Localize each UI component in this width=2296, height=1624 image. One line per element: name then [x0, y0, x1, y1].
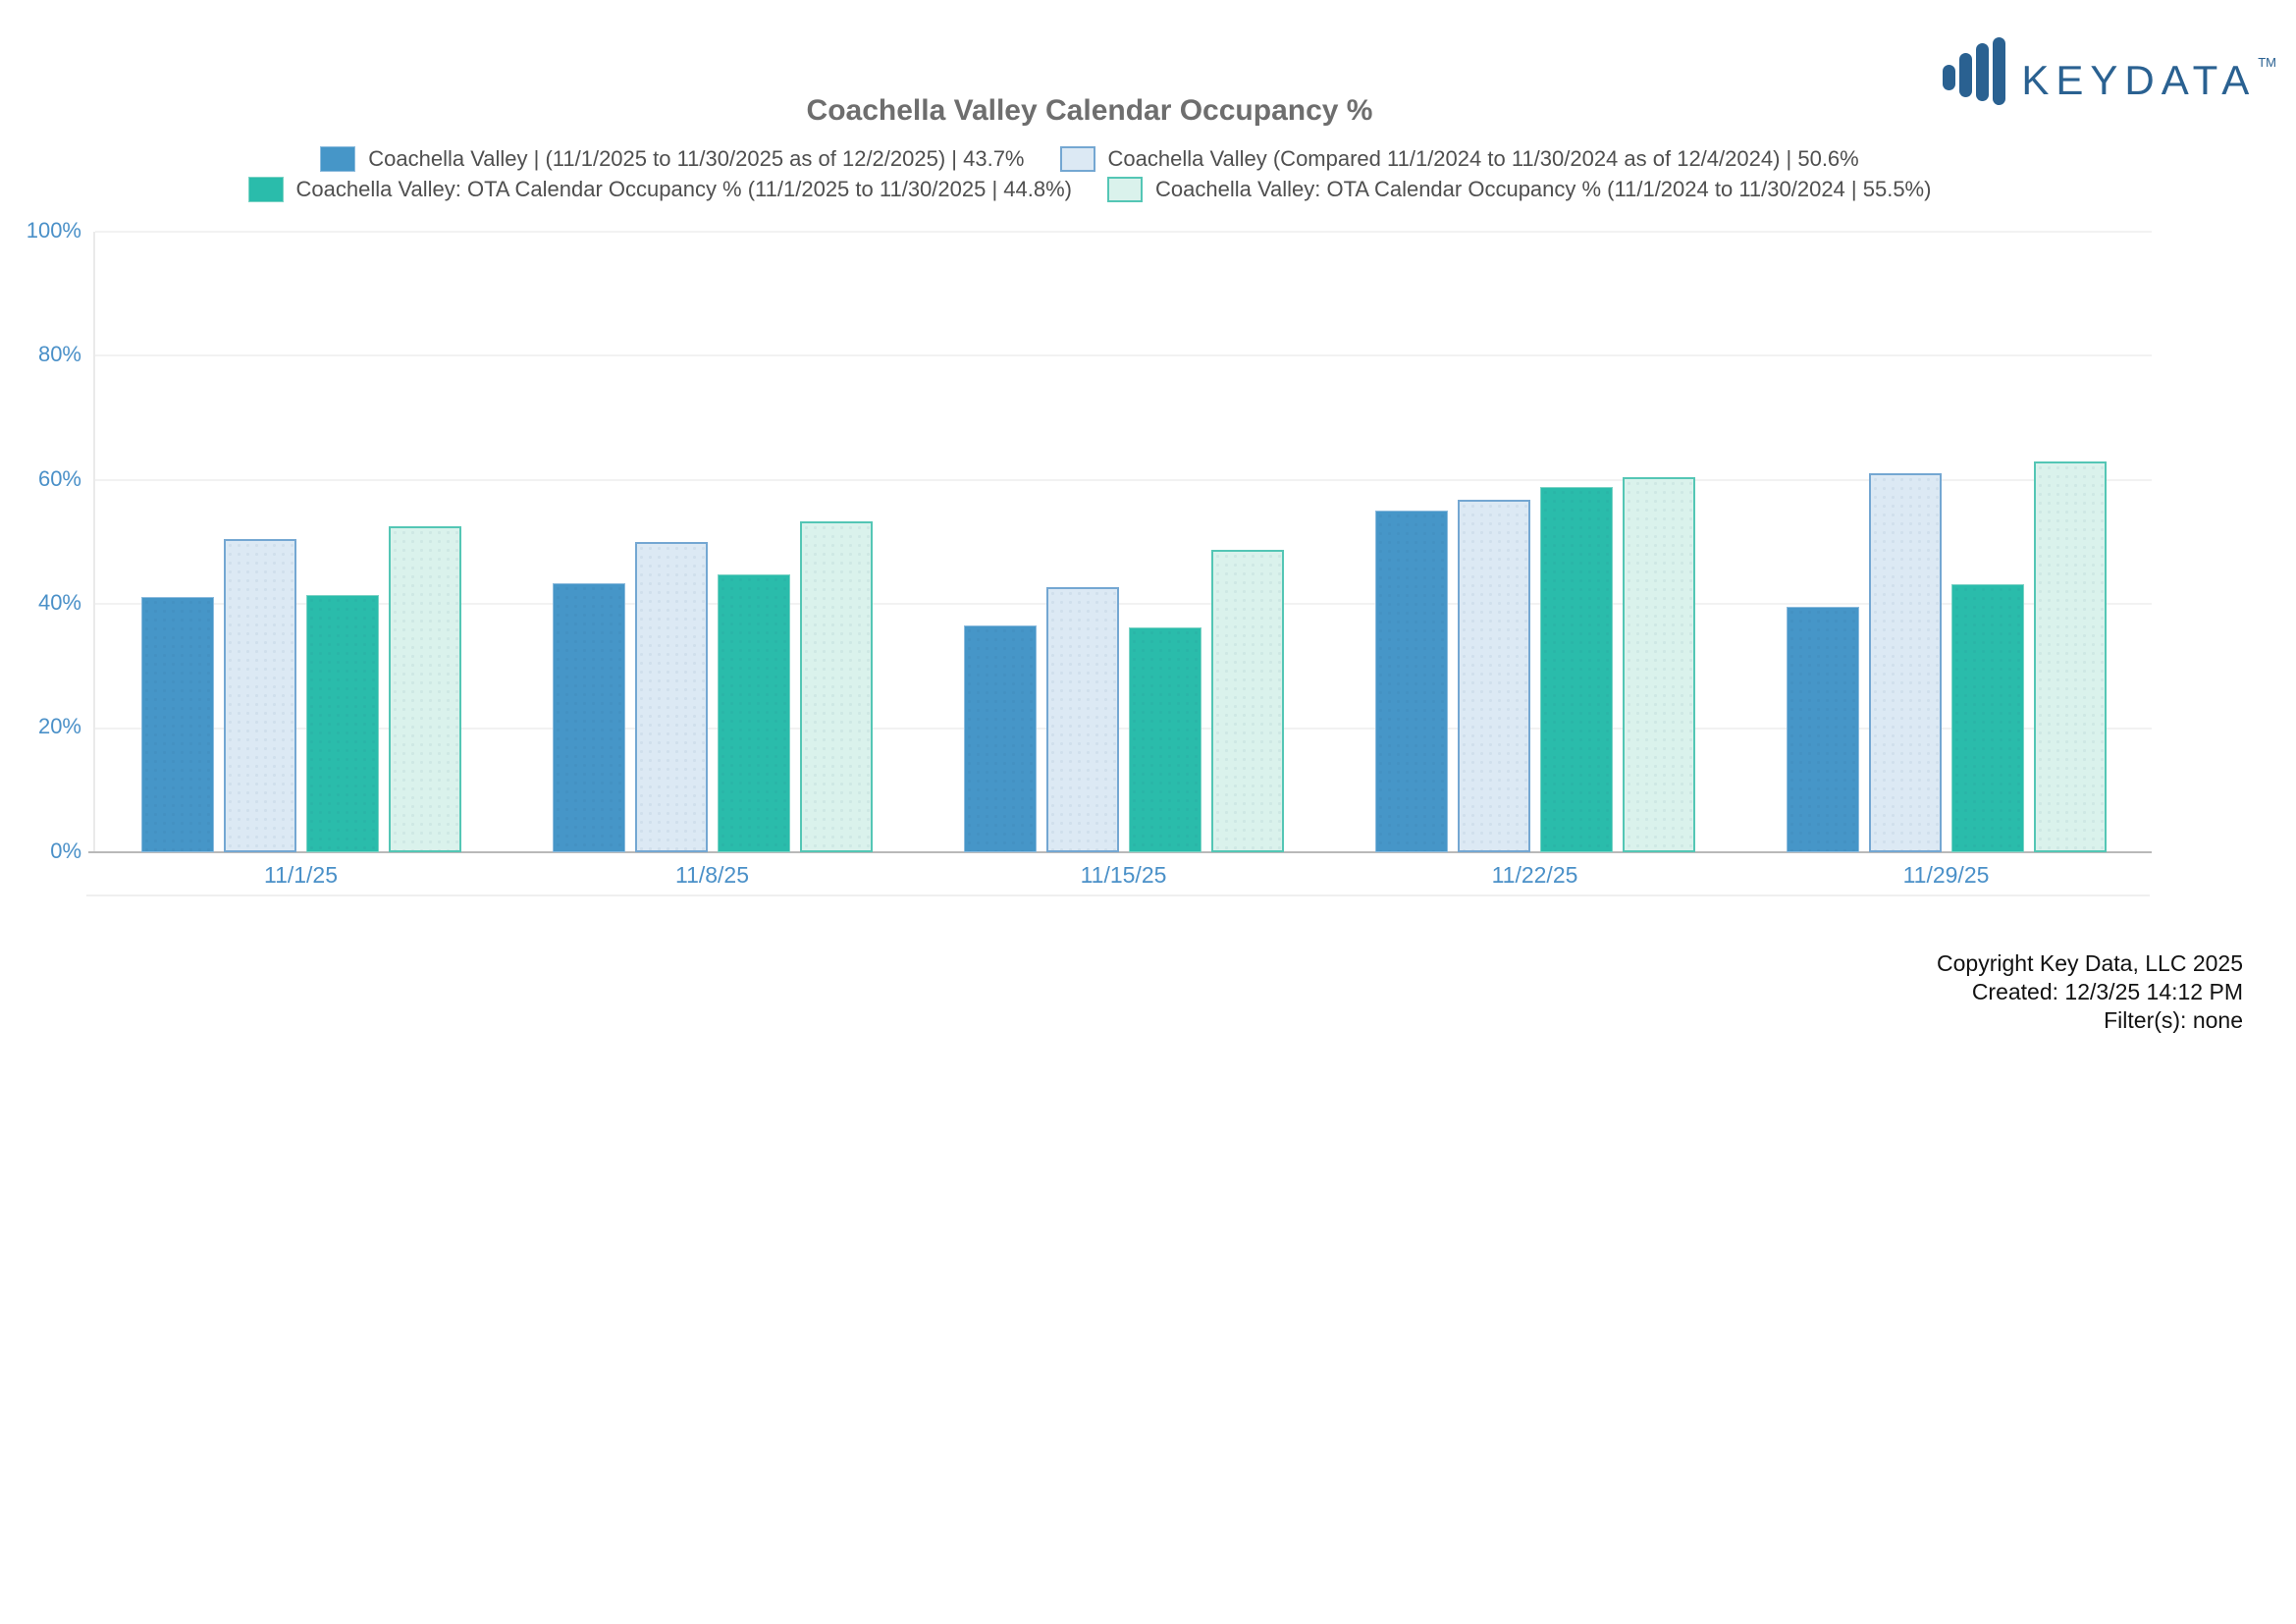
footer-separator-line — [86, 894, 2150, 896]
x-axis-label: 11/29/25 — [1902, 862, 1990, 888]
bar[interactable] — [1868, 472, 1942, 852]
legend-row: Coachella Valley: OTA Calendar Occupancy… — [247, 177, 1931, 202]
bar[interactable] — [1786, 607, 1859, 852]
chart-title: Coachella Valley Calendar Occupancy % — [806, 94, 1373, 127]
gridline — [95, 231, 2152, 233]
legend-swatch-icon — [320, 146, 356, 172]
legend-label: Coachella Valley (Compared 11/1/2024 to … — [1107, 146, 1859, 171]
bar[interactable] — [717, 573, 790, 852]
trademark-symbol: TM — [2258, 55, 2276, 70]
plot-area: 11/1/25 11/8/25 11/15/25 11/22/25 11/29/25 — [88, 231, 2152, 888]
logo-bar — [1993, 37, 2006, 105]
gridline — [95, 354, 2152, 356]
y-axis-tick: 100% — [26, 218, 81, 243]
gridline — [95, 603, 2152, 605]
logo-bar — [1943, 65, 1956, 90]
legend-item[interactable]: Coachella Valley: OTA Calendar Occupancy… — [247, 177, 1072, 202]
bar[interactable] — [1950, 583, 2024, 852]
legend-swatch-icon — [1059, 146, 1095, 172]
bar[interactable] — [223, 539, 296, 852]
legend-item[interactable]: Coachella Valley (Compared 11/1/2024 to … — [1059, 146, 1859, 172]
legend-item[interactable]: Coachella Valley | (11/1/2025 to 11/30/2… — [320, 146, 1025, 172]
bar-group — [507, 232, 918, 852]
copyright-text: Copyright Key Data, LLC 2025 — [1937, 950, 2243, 976]
bar-group — [95, 232, 507, 852]
bar-group — [1740, 232, 2152, 852]
bar[interactable] — [963, 625, 1037, 852]
x-axis-label: 11/8/25 — [674, 862, 750, 888]
report-footer: Copyright Key Data, LLC 2025 Created: 12… — [1937, 949, 2243, 1035]
bar[interactable] — [140, 596, 214, 852]
legend-label: Coachella Valley: OTA Calendar Occupancy… — [295, 177, 1072, 201]
bar[interactable] — [1374, 510, 1448, 852]
logo-bar — [1959, 53, 1973, 97]
bar[interactable] — [1045, 587, 1119, 852]
bar[interactable] — [305, 594, 379, 852]
logo-text: KEYDATA — [2021, 57, 2257, 103]
legend-item[interactable]: Coachella Valley: OTA Calendar Occupancy… — [1107, 177, 1931, 202]
bar[interactable] — [799, 521, 873, 852]
y-axis-tick: 80% — [37, 342, 81, 366]
bar[interactable] — [634, 542, 708, 852]
bar[interactable] — [1210, 550, 1284, 852]
bar[interactable] — [1539, 486, 1613, 852]
chart-legend: Coachella Valley | (11/1/2025 to 11/30/2… — [0, 146, 2179, 202]
bar[interactable] — [388, 526, 461, 852]
bar-chart-logo-icon — [1943, 37, 2006, 105]
bar[interactable] — [1128, 627, 1201, 852]
legend-label: Coachella Valley | (11/1/2025 to 11/30/2… — [368, 146, 1025, 171]
created-timestamp: Created: 12/3/25 14:12 PM — [1971, 979, 2243, 1004]
keydata-logo: KEYDATA TM — [1943, 22, 2276, 122]
x-axis-label: 11/1/25 — [263, 862, 339, 888]
gridline — [95, 728, 2152, 730]
legend-row: Coachella Valley | (11/1/2025 to 11/30/2… — [320, 146, 1859, 172]
y-axis-tick: 20% — [37, 714, 81, 738]
filters-text: Filter(s): none — [2104, 1007, 2243, 1033]
x-axis-line — [88, 851, 2152, 853]
legend-label: Coachella Valley: OTA Calendar Occupancy… — [1155, 177, 1932, 201]
bar[interactable] — [552, 583, 625, 852]
gridline — [95, 479, 2152, 481]
y-axis-tick: 40% — [37, 590, 81, 615]
logo-bar — [1976, 43, 1990, 101]
x-axis-label: 11/15/25 — [1080, 862, 1167, 888]
bar[interactable] — [1622, 476, 1695, 852]
y-axis-tick: 60% — [37, 466, 81, 491]
bar[interactable] — [2033, 461, 2107, 852]
x-axis-label: 11/22/25 — [1491, 862, 1578, 888]
bar-group — [918, 232, 1329, 852]
bar-group — [1329, 232, 1740, 852]
legend-swatch-icon — [247, 177, 284, 202]
bar[interactable] — [1457, 500, 1530, 852]
logo-wordmark: KEYDATA TM — [2021, 22, 2276, 122]
y-axis-tick: 0% — [50, 839, 81, 863]
legend-swatch-icon — [1107, 177, 1143, 202]
